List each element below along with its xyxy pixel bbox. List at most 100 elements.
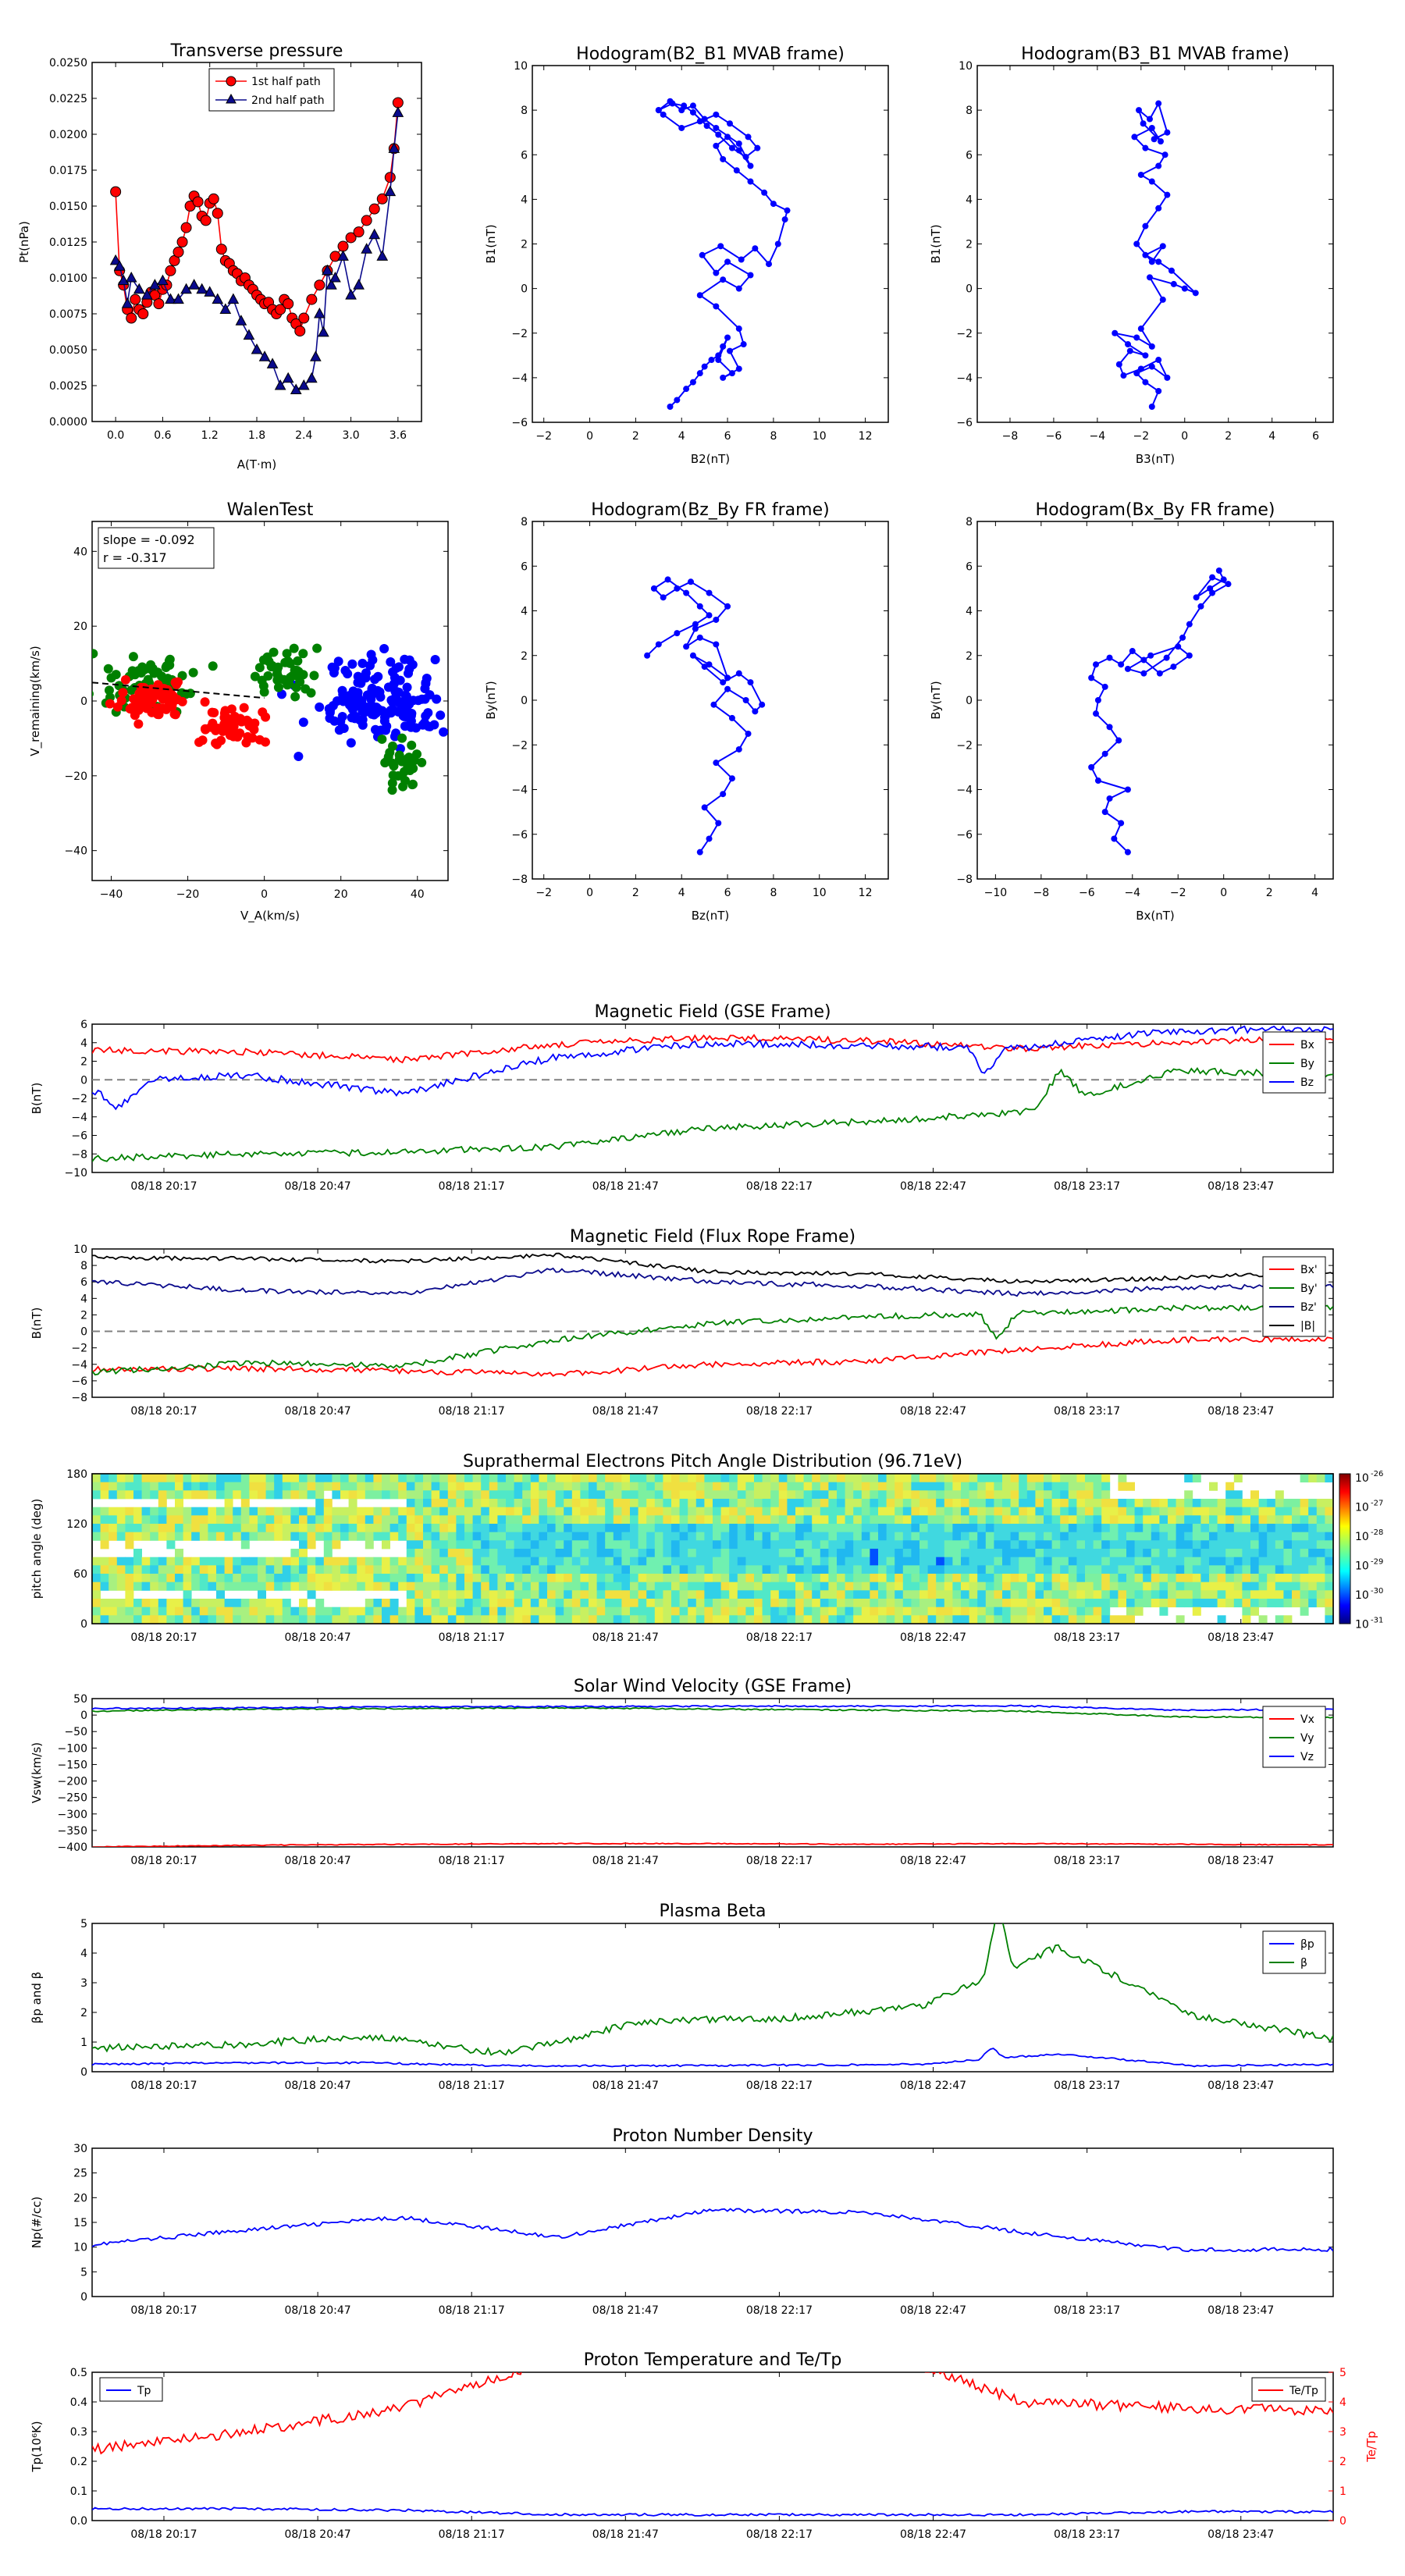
hodo-bxby-ytick-label: −4 bbox=[956, 785, 973, 797]
pt-point-2nd bbox=[266, 358, 279, 368]
pad-cell bbox=[895, 1482, 904, 1491]
hodo-b2b1-point bbox=[747, 178, 754, 185]
pad-cell bbox=[290, 1582, 300, 1591]
pad-xtick-label: 08/18 21:47 bbox=[592, 1631, 659, 1644]
pad-cell bbox=[224, 1557, 233, 1566]
pad-cell bbox=[1085, 1532, 1094, 1541]
walen-point bbox=[243, 731, 253, 742]
pad-cell bbox=[564, 1474, 573, 1483]
pad-cell bbox=[166, 1507, 176, 1516]
pad-cell bbox=[1118, 1565, 1127, 1574]
pad-cell bbox=[663, 1482, 672, 1491]
pad-cell bbox=[564, 1524, 573, 1533]
pad-cell bbox=[522, 1606, 532, 1616]
pad-cell bbox=[1159, 1599, 1168, 1608]
pad-cell bbox=[514, 1482, 523, 1491]
vsw-ytick-label: −350 bbox=[58, 1825, 87, 1838]
hodo-b2b1-point bbox=[728, 370, 735, 377]
pad-cell bbox=[373, 1565, 382, 1574]
hodo-b2b1-point bbox=[747, 272, 754, 279]
pad-cell bbox=[729, 1532, 738, 1541]
pad-cell bbox=[861, 1565, 870, 1574]
hodo-b3b1-point bbox=[1155, 162, 1162, 169]
pad-cell bbox=[919, 1590, 928, 1599]
pad-cell bbox=[274, 1524, 283, 1533]
pad-cell bbox=[472, 1574, 482, 1583]
pad-cell bbox=[199, 1574, 208, 1583]
pad-cell bbox=[613, 1590, 622, 1599]
pad-cell bbox=[348, 1557, 357, 1566]
hodo-b3b1-point bbox=[1115, 361, 1122, 368]
pad-cell bbox=[1267, 1574, 1276, 1583]
pad-cell bbox=[1267, 1557, 1276, 1566]
pad-cell bbox=[936, 1590, 945, 1599]
pad-cell bbox=[977, 1490, 987, 1500]
pad-cell bbox=[240, 1557, 250, 1566]
pad-cell bbox=[1275, 1507, 1284, 1516]
pad-cell bbox=[1267, 1590, 1276, 1599]
pad-cell bbox=[224, 1474, 233, 1483]
pad-cell bbox=[323, 1540, 333, 1550]
temp-ytick-label: 0.0 bbox=[70, 2515, 87, 2528]
walen-point bbox=[412, 749, 422, 760]
pad-cell bbox=[754, 1515, 763, 1525]
pad-cell bbox=[589, 1590, 597, 1599]
hodo-bzby-point bbox=[706, 661, 713, 668]
hodo-b3b1-point bbox=[1112, 329, 1119, 336]
walen-point bbox=[397, 733, 407, 743]
pad-cell bbox=[398, 1515, 407, 1525]
pad-cell bbox=[1209, 1599, 1218, 1608]
temp-title: Proton Temperature and Te/Tp bbox=[584, 2350, 842, 2370]
pad-cell bbox=[571, 1540, 581, 1550]
pad-cell bbox=[100, 1557, 109, 1566]
pad-cell bbox=[589, 1540, 597, 1550]
pad-cell bbox=[895, 1499, 904, 1508]
pad-cbar-exponent: -31 bbox=[1371, 1617, 1383, 1625]
pad-cell bbox=[985, 1540, 994, 1550]
pad-cell bbox=[870, 1490, 879, 1500]
pad-cell bbox=[116, 1490, 126, 1500]
hodo-b2b1-point bbox=[713, 303, 720, 310]
pad-cell bbox=[580, 1582, 589, 1591]
pad-cell bbox=[613, 1565, 622, 1574]
pad-cell bbox=[1002, 1540, 1011, 1550]
pad-cell bbox=[240, 1574, 250, 1583]
pad-cell bbox=[365, 1507, 374, 1516]
pad-cell bbox=[1068, 1474, 1077, 1483]
pad-cell bbox=[1118, 1615, 1127, 1624]
walen-point bbox=[137, 662, 148, 672]
pad-cell bbox=[1250, 1590, 1259, 1599]
walen-ytick-label: −20 bbox=[64, 770, 87, 783]
hodo-b3b1-point bbox=[1159, 296, 1166, 303]
pad-cell bbox=[514, 1590, 523, 1599]
pad-cell bbox=[406, 1574, 415, 1583]
walen-point bbox=[350, 694, 361, 704]
walen-point bbox=[263, 671, 273, 681]
pad-cell bbox=[1134, 1515, 1144, 1525]
pad-cell bbox=[704, 1540, 713, 1550]
pad-cell bbox=[315, 1557, 325, 1566]
pad-cell bbox=[787, 1524, 796, 1533]
hodo-bzby-point bbox=[745, 730, 752, 737]
pad-cell bbox=[688, 1490, 697, 1500]
pad-cell bbox=[754, 1574, 763, 1583]
pad-cell bbox=[265, 1524, 275, 1533]
pad-cell bbox=[489, 1490, 498, 1500]
walen-point bbox=[419, 718, 429, 728]
pad-cell bbox=[447, 1549, 457, 1558]
pad-cell bbox=[530, 1507, 539, 1516]
pad-cell bbox=[596, 1606, 606, 1616]
hodo-bzby-point bbox=[735, 745, 742, 753]
pad-cell bbox=[795, 1615, 804, 1624]
np-ylabel: Np(#/cc) bbox=[30, 2197, 44, 2249]
walen-point bbox=[118, 688, 128, 698]
pad-cell bbox=[646, 1557, 656, 1566]
vsw-ytick-label: −50 bbox=[64, 1726, 87, 1738]
pad-cell bbox=[1275, 1515, 1284, 1525]
pad-cell bbox=[497, 1599, 507, 1608]
pad-cell bbox=[522, 1474, 532, 1483]
pad-cell bbox=[100, 1606, 109, 1616]
pad-cell bbox=[100, 1540, 109, 1550]
pad-cell bbox=[589, 1515, 597, 1525]
pad-cell bbox=[654, 1507, 663, 1516]
